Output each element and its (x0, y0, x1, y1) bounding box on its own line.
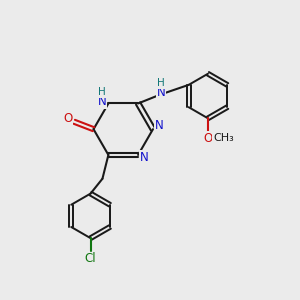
Text: O: O (203, 132, 213, 145)
Text: N: N (140, 151, 149, 164)
Text: O: O (63, 112, 72, 125)
Text: Cl: Cl (85, 253, 96, 266)
Text: N: N (155, 119, 164, 132)
Text: H: H (98, 87, 106, 97)
Text: H: H (158, 78, 165, 88)
Text: N: N (157, 86, 166, 99)
Text: CH₃: CH₃ (213, 133, 234, 143)
Text: N: N (98, 95, 106, 109)
